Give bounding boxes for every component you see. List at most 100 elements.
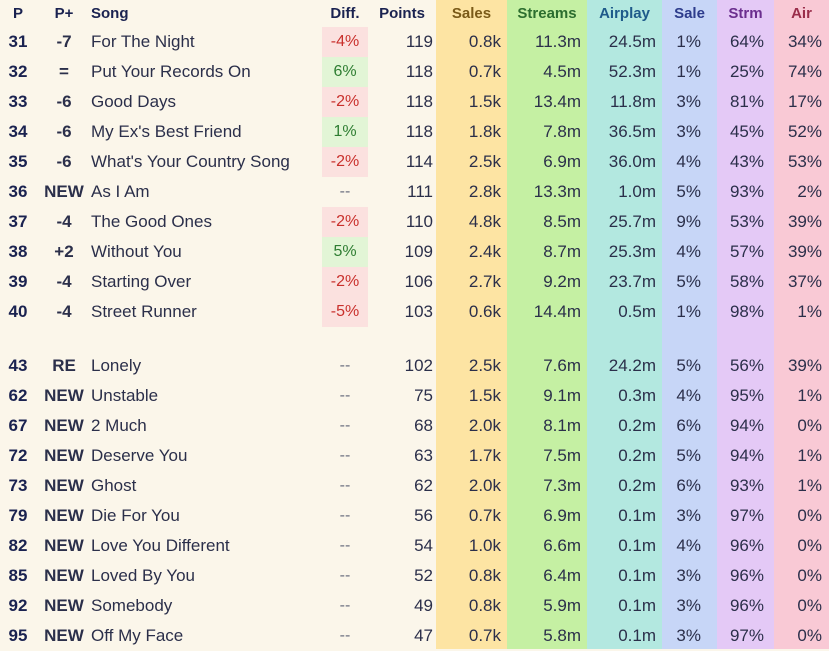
sale-pct-cell: 5% <box>676 272 701 291</box>
sale-pct-cell: 4% <box>676 152 701 171</box>
header-air-pct[interactable]: Air <box>791 4 812 22</box>
table-row[interactable]: 79 NEW Die For You -- 56 0.7k 6.9m 0.1m 3% 97% 0% <box>0 501 829 531</box>
diff-badge: -- <box>339 183 351 200</box>
airplay-cell: 0.1m <box>618 626 656 645</box>
position-cell: 36 <box>8 182 28 201</box>
table-row[interactable]: 34 -6 My Ex's Best Friend 1% 118 1.8k 7.8m 36.5… <box>0 117 829 147</box>
header-strm-pct[interactable]: Strm <box>728 4 763 22</box>
diff-badge: -- <box>339 507 351 524</box>
header-diff[interactable]: Diff. <box>330 4 360 22</box>
movement-cell: RE <box>52 356 76 375</box>
position-cell: 33 <box>8 92 28 111</box>
strm-pct-cell: 96% <box>729 596 764 615</box>
header-movement[interactable]: P+ <box>54 4 74 22</box>
header-position[interactable]: P <box>12 4 23 22</box>
header-points[interactable]: Points <box>379 4 425 22</box>
sale-pct-cell: 3% <box>676 92 701 111</box>
position-cell: 95 <box>8 626 28 645</box>
diff-cell: 1% <box>322 117 368 147</box>
position-cell: 35 <box>8 152 28 171</box>
song-title: Good Days <box>91 92 177 111</box>
strm-pct-cell: 94% <box>729 446 764 465</box>
diff-badge: -- <box>339 447 351 464</box>
air-pct-cell: 0% <box>797 566 822 585</box>
sales-cell: 1.8k <box>468 122 501 141</box>
header-airplay[interactable]: Airplay <box>599 4 650 22</box>
strm-pct-cell: 45% <box>729 122 764 141</box>
strm-pct-cell: 53% <box>729 212 764 231</box>
points-cell: 56 <box>414 506 433 525</box>
air-pct-cell: 74% <box>787 62 822 81</box>
diff-cell: -- <box>322 471 368 501</box>
table-row[interactable]: 37 -4 The Good Ones -2% 110 4.8k 8.5m 25.7m 9% 53… <box>0 207 829 237</box>
air-pct-cell: 0% <box>797 596 822 615</box>
table-row[interactable]: 33 -6 Good Days -2% 118 1.5k 13.4m 11.8m 3% 81% 17… <box>0 87 829 117</box>
sale-pct-cell: 4% <box>676 242 701 261</box>
table-row[interactable]: 32 = Put Your Records On 6% 118 0.7k 4.5m 52.3m… <box>0 57 829 87</box>
points-cell: 75 <box>414 386 433 405</box>
air-pct-cell: 53% <box>787 152 822 171</box>
table-row[interactable]: 31 -7 For The Night -4% 119 0.8k 11.3m 24.5m 1% 6… <box>0 27 829 57</box>
header-song[interactable]: Song <box>91 4 129 22</box>
air-pct-cell: 1% <box>797 386 822 405</box>
air-pct-cell: 39% <box>787 212 822 231</box>
strm-pct-cell: 97% <box>729 506 764 525</box>
table-row[interactable]: 73 NEW Ghost -- 62 2.0k 7.3m 0.2m 6% 93% 1% <box>0 471 829 501</box>
header-sale-pct[interactable]: Sale <box>674 4 705 22</box>
airplay-cell: 0.1m <box>618 596 656 615</box>
diff-cell: 5% <box>322 237 368 267</box>
header-streams[interactable]: Streams <box>517 4 577 22</box>
points-cell: 102 <box>404 356 433 375</box>
table-row[interactable]: 36 NEW As I Am -- 111 2.8k 13.3m 1.0m 5% 93% 2% <box>0 177 829 207</box>
diff-badge: 6% <box>322 57 368 87</box>
air-pct-column-bg <box>774 0 829 649</box>
diff-badge: -- <box>339 387 351 404</box>
sales-cell: 2.5k <box>468 356 501 375</box>
header-sales[interactable]: Sales <box>451 4 492 22</box>
table-row[interactable]: 85 NEW Loved By You -- 52 0.8k 6.4m 0.1m 3% 96% 0% <box>0 561 829 591</box>
air-pct-cell: 0% <box>797 506 822 525</box>
streams-cell: 6.4m <box>543 566 581 585</box>
airplay-cell: 0.2m <box>618 416 656 435</box>
sale-pct-cell: 9% <box>676 212 701 231</box>
table-row[interactable]: 40 -4 Street Runner -5% 103 0.6k 14.4m 0.5m 1% 98… <box>0 297 829 327</box>
sales-cell: 2.4k <box>468 242 501 261</box>
strm-pct-cell: 93% <box>729 182 764 201</box>
airplay-cell: 25.7m <box>608 212 656 231</box>
table-row[interactable]: 62 NEW Unstable -- 75 1.5k 9.1m 0.3m 4% 95% 1% <box>0 381 829 411</box>
points-cell: 114 <box>405 152 433 171</box>
diff-cell: -2% <box>322 267 368 297</box>
diff-cell: -2% <box>322 147 368 177</box>
table-row[interactable]: 35 -6 What's Your Country Song -2% 114 2.5k 6.… <box>0 147 829 177</box>
strm-pct-cell: 96% <box>729 566 764 585</box>
table-row[interactable]: 92 NEW Somebody -- 49 0.8k 5.9m 0.1m 3% 96% 0% <box>0 591 829 621</box>
airplay-cell: 24.2m <box>608 356 656 375</box>
sales-cell: 0.8k <box>468 596 501 615</box>
sale-pct-cell: 3% <box>676 122 701 141</box>
sales-cell: 1.0k <box>468 536 501 555</box>
movement-cell: NEW <box>44 416 84 435</box>
airplay-cell: 0.1m <box>618 566 656 585</box>
diff-badge: -4% <box>322 27 368 57</box>
position-cell: 62 <box>8 386 28 405</box>
strm-pct-cell: 58% <box>729 272 764 291</box>
table-row[interactable]: 82 NEW Love You Different -- 54 1.0k 6.6m 0.1m 4… <box>0 531 829 561</box>
table-row[interactable]: 38 +2 Without You 5% 109 2.4k 8.7m 25.3m 4% 57% 39… <box>0 237 829 267</box>
diff-badge: -- <box>339 477 351 494</box>
table-row[interactable]: 43 RE Lonely -- 102 2.5k 7.6m 24.2m 5% 56% 39% <box>0 351 829 381</box>
song-title: Without You <box>91 242 182 261</box>
table-row[interactable]: 95 NEW Off My Face -- 47 0.7k 5.8m 0.1m 3% 97% 0% <box>0 621 829 651</box>
table-row[interactable]: 67 NEW 2 Much -- 68 2.0k 8.1m 0.2m 6% 94% 0% <box>0 411 829 441</box>
song-title: Ghost <box>91 476 137 495</box>
movement-cell: NEW <box>44 506 84 525</box>
table-row[interactable]: 39 -4 Starting Over -2% 106 2.7k 9.2m 23.7m 5% 58… <box>0 267 829 297</box>
strm-pct-cell: 96% <box>729 536 764 555</box>
streams-cell: 4.5m <box>543 62 581 81</box>
table-row[interactable]: 72 NEW Deserve You -- 63 1.7k 7.5m 0.2m 5% 94% 1% <box>0 441 829 471</box>
sales-cell: 0.8k <box>468 32 501 51</box>
points-cell: 63 <box>414 446 433 465</box>
streams-cell: 6.9m <box>543 506 581 525</box>
sales-cell: 1.5k <box>468 386 501 405</box>
sales-cell: 0.7k <box>468 62 501 81</box>
